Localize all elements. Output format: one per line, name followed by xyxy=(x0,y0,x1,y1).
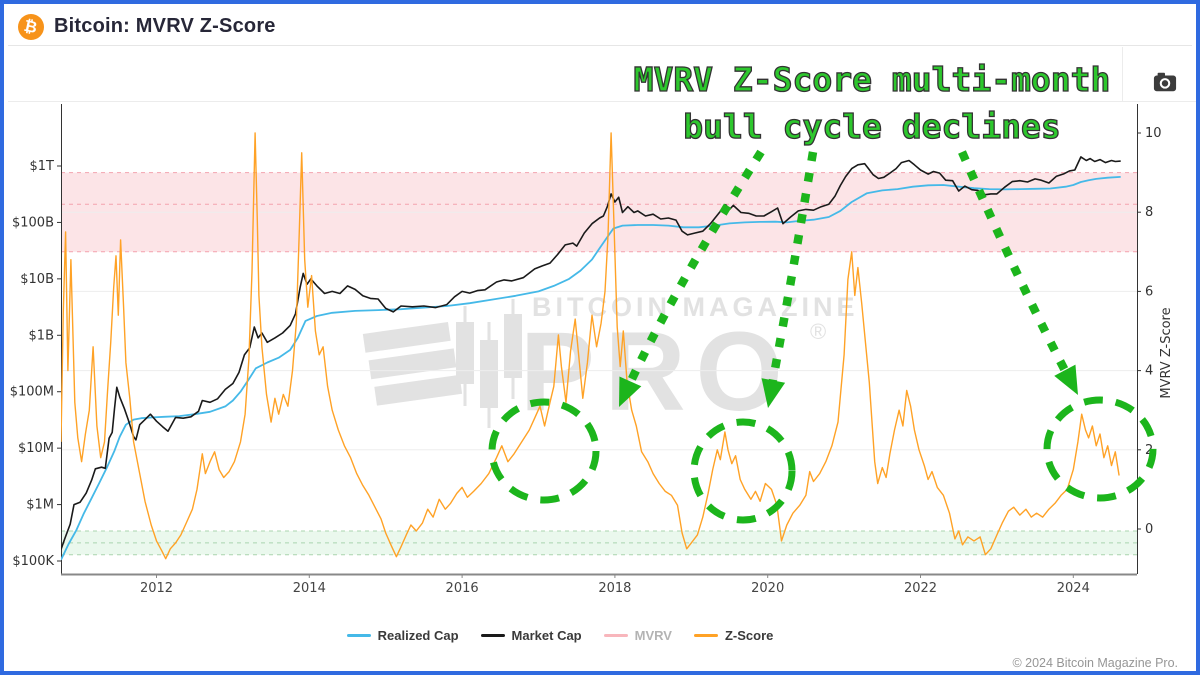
annotation-arrowhead-icon xyxy=(619,376,642,407)
watermark-text-line1: BITCOIN MAGAZINE xyxy=(532,292,859,322)
y-left-tick-label: $1B xyxy=(29,328,54,343)
y-left-tick-label: $10B xyxy=(20,272,54,287)
x-tick-label: 2012 xyxy=(140,581,173,596)
y-left-tick-label: $100M xyxy=(10,385,54,400)
legend-item-mvrv[interactable]: MVRV xyxy=(603,628,672,643)
chart-legend: Realized Cap Market Cap MVRV Z-Score xyxy=(4,628,1116,643)
bitcoin-icon: ₿ xyxy=(18,13,44,40)
legend-label: MVRV xyxy=(634,628,672,643)
axes: $1T $100B $10B $1B $100M $10M $1M $100K 0 2 4 6 8 10 2… xyxy=(10,104,1162,596)
x-tick-label: 2018 xyxy=(598,581,631,596)
annotation-arrow-shaft xyxy=(765,151,818,397)
x-tick-label: 2020 xyxy=(751,581,784,596)
header-bar: ₿ Bitcoin: MVRV Z-Score xyxy=(8,8,1192,46)
x-tick-label: 2022 xyxy=(904,581,937,596)
mvrv-zscore-chart: BITCOIN MAGAZINE PRO ® $1T$100B$10B$1B$1… xyxy=(8,47,1196,596)
watermark-registered-icon: ® xyxy=(810,319,826,344)
y-right-tick-label: 6 xyxy=(1145,284,1153,299)
legend-swatch-icon xyxy=(603,634,628,637)
watermark-logo-candles xyxy=(456,299,522,428)
series-z-score xyxy=(61,132,1120,560)
y-left-tick-label: $100B xyxy=(12,215,54,230)
annotation-arrowhead-icon xyxy=(1054,364,1078,395)
x-tick-label: 2024 xyxy=(1057,581,1090,596)
legend-item-market-cap[interactable]: Market Cap xyxy=(480,628,582,643)
screenshot-camera-button[interactable] xyxy=(1147,66,1183,98)
series-realized-cap xyxy=(61,176,1121,561)
hand-drawn-annotations xyxy=(488,149,1157,524)
y-right-tick-label: 10 xyxy=(1145,126,1162,141)
annotation-arrowhead-icon xyxy=(761,378,786,408)
legend-label: Market Cap xyxy=(511,628,582,643)
legend-item-realized-cap[interactable]: Realized Cap xyxy=(346,628,459,643)
legend-item-z-score[interactable]: Z-Score xyxy=(693,628,774,643)
right-axis-title: MVRV Z-Score xyxy=(1159,307,1174,398)
camera-icon xyxy=(1153,72,1177,92)
annotation-arrow-shaft xyxy=(620,149,765,398)
highlight-circle xyxy=(690,418,796,524)
y-right-tick-label: 8 xyxy=(1145,205,1153,220)
series-market-cap xyxy=(61,156,1121,550)
copyright-text: © 2024 Bitcoin Magazine Pro. xyxy=(1012,656,1178,670)
legend-swatch-icon xyxy=(480,634,505,637)
y-right-tick-label: 0 xyxy=(1145,522,1153,537)
data-series xyxy=(61,132,1121,561)
y-left-tick-label: $1T xyxy=(30,159,55,174)
watermark-logo-bars xyxy=(362,321,463,406)
y-left-tick-label: $1M xyxy=(26,498,54,513)
legend-swatch-icon xyxy=(346,634,371,637)
x-tick-label: 2016 xyxy=(446,581,479,596)
reference-band-lines xyxy=(61,172,1137,556)
legend-label: Z-Score xyxy=(724,628,774,643)
watermark-text-line2: PRO xyxy=(520,309,793,434)
y-left-tick-label: $100K xyxy=(12,554,54,569)
legend-label: Realized Cap xyxy=(377,628,459,643)
y-right-tick-label: 4 xyxy=(1145,364,1153,379)
highlight-circle xyxy=(488,398,600,504)
y-right-tick-label: 2 xyxy=(1145,443,1153,458)
watermark: BITCOIN MAGAZINE PRO ® xyxy=(362,292,859,434)
legend-swatch-icon xyxy=(693,634,718,637)
page-title: Bitcoin: MVRV Z-Score xyxy=(54,15,276,37)
x-tick-label: 2014 xyxy=(293,581,326,596)
y-left-tick-label: $10M xyxy=(18,441,54,456)
highlight-circle xyxy=(1043,396,1157,502)
